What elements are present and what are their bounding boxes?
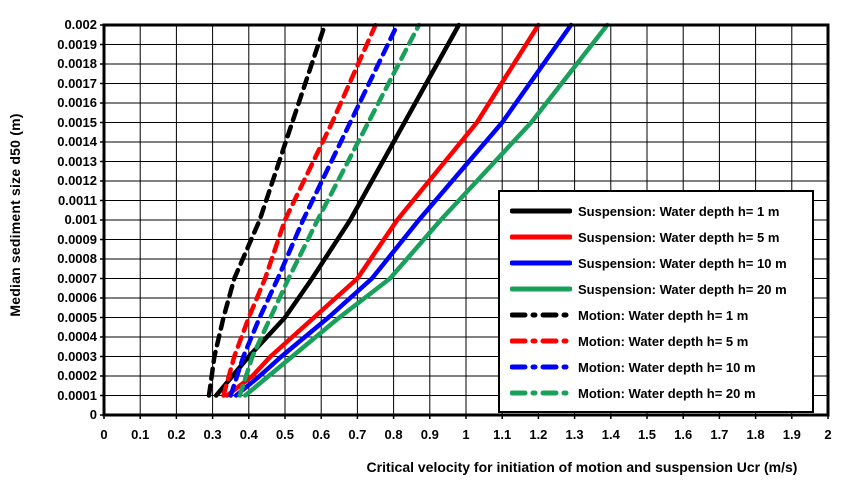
legend-line-sample: [510, 234, 572, 240]
y-tick-label: 0.0016: [57, 95, 97, 110]
x-tick-label: 0.5: [275, 427, 295, 442]
x-tick-label: 1.2: [529, 427, 548, 442]
x-tick-label: 1.8: [746, 427, 765, 442]
x-tick-label: 1.6: [674, 427, 693, 442]
legend-line-sample: [510, 286, 572, 292]
y-tick-label: 0.0013: [57, 153, 97, 169]
x-tick-label: 0.6: [312, 427, 331, 442]
legend-line-sample: [510, 338, 572, 344]
x-tick-label: 1.9: [782, 427, 801, 442]
legend-line-sample: [510, 364, 572, 370]
y-tick-label: 0.0011: [57, 192, 97, 208]
legend-row: Motion: Water depth h= 5 m: [510, 328, 812, 354]
legend-label: Motion: Water depth h= 20 m: [578, 385, 756, 401]
y-tick-label: 0.0009: [57, 231, 97, 247]
series-line-0: [213, 22, 462, 398]
y-tick-label: 0.0008: [57, 251, 97, 266]
legend-label: Motion: Water depth h= 1 m: [578, 307, 749, 323]
x-tick-label: 0.2: [167, 427, 186, 442]
x-tick-label: 1.7: [710, 427, 729, 442]
y-tick-label: 0.0017: [57, 75, 97, 91]
legend-row: Suspension: Water depth h= 10 m: [510, 250, 812, 276]
legend-row: Suspension: Water depth h= 20 m: [510, 276, 812, 302]
x-tick-label: 0: [100, 427, 108, 442]
series-line-1: [224, 22, 541, 398]
x-tick-label: 0.1: [131, 427, 150, 442]
x-tick-label: 0.4: [239, 427, 258, 442]
x-tick-label: 1: [462, 427, 470, 442]
y-tick-label: 0.002: [64, 17, 97, 32]
legend-row: Motion: Water depth h= 10 m: [510, 354, 812, 380]
x-tick-label: 1.3: [565, 427, 584, 442]
legend-label: Motion: Water depth h= 5 m: [578, 333, 749, 349]
y-tick-label: 0.0006: [57, 290, 97, 305]
series-line-4: [206, 22, 328, 398]
y-tick-label: 0.0005: [57, 309, 97, 325]
x-tick-label: 1.5: [637, 427, 657, 442]
series-line-5: [221, 22, 378, 398]
y-tick-label: 0.0004: [57, 329, 97, 344]
series-line-2: [233, 22, 574, 398]
y-tick-label: 0.0002: [57, 368, 97, 383]
x-tick-label: 0.3: [203, 427, 222, 442]
legend-row: Suspension: Water depth h= 5 m: [510, 224, 812, 250]
x-tick-label: 0.9: [420, 427, 439, 442]
legend-row: Motion: Water depth h= 20 m: [510, 380, 812, 406]
legend-label: Suspension: Water depth h= 1 m: [578, 203, 780, 219]
legend-label: Motion: Water depth h= 10 m: [578, 359, 756, 375]
legend: Suspension: Water depth h= 1 m Suspensio…: [498, 190, 814, 413]
y-tick-label: 0.0003: [57, 348, 97, 364]
series-line-7: [237, 22, 422, 398]
y-tick-label: 0.0007: [57, 270, 97, 286]
legend-label: Suspension: Water depth h= 20 m: [578, 281, 787, 297]
series-line-6: [228, 22, 400, 398]
y-tick-label: 0.001: [64, 212, 97, 227]
legend-label: Suspension: Water depth h= 10 m: [578, 255, 787, 271]
plot-border: [102, 23, 830, 417]
legend-row: Motion: Water depth h= 1 m: [510, 302, 812, 328]
legend-line-sample: [510, 260, 572, 266]
x-tick-label: 0.7: [348, 427, 367, 442]
legend-line-sample: [510, 390, 572, 396]
x-axis-title: Critical velocity for initiation of moti…: [366, 459, 798, 475]
x-tick-label: 2: [824, 427, 832, 442]
series-line-3: [242, 22, 610, 398]
legend-line-sample: [510, 208, 572, 214]
x-tick-label: 1.4: [601, 427, 620, 442]
legend-label: Suspension: Water depth h= 5 m: [578, 229, 780, 245]
y-tick-label: 0.0001: [57, 387, 97, 403]
x-tick-label: 0.8: [384, 427, 403, 442]
y-tick-label: 0.0015: [57, 114, 97, 130]
y-tick-label: 0.0019: [57, 36, 97, 52]
x-tick-label: 1.1: [493, 427, 512, 442]
legend-row: Suspension: Water depth h= 1 m: [510, 198, 812, 224]
legend-line-sample: [510, 312, 572, 318]
y-tick-label: 0.0018: [57, 56, 97, 71]
y-tick-label: 0.0012: [57, 173, 97, 188]
y-tick-label: 0.0014: [57, 134, 97, 149]
y-tick-label: 0: [89, 407, 97, 422]
